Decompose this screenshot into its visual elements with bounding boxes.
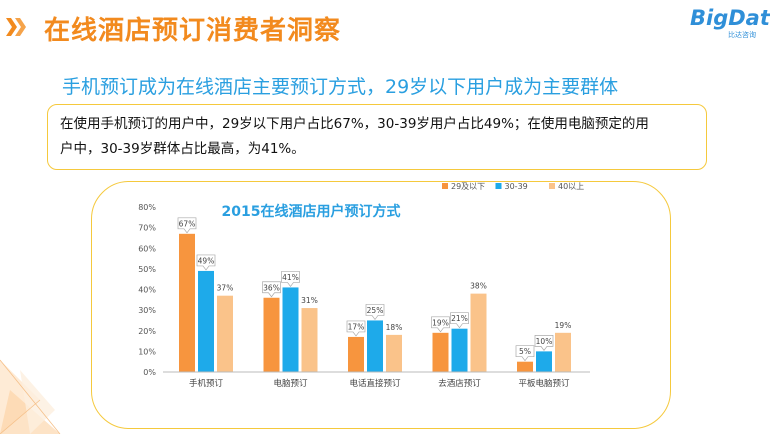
bar — [386, 334, 402, 372]
data-callout — [177, 217, 197, 234]
bar — [282, 287, 299, 372]
bar — [517, 361, 533, 372]
y-tick-label: 50% — [138, 265, 156, 274]
data-label: 19% — [432, 318, 449, 327]
legend-swatch — [549, 183, 555, 189]
legend-label: 29及以下 — [451, 182, 485, 191]
y-tick-label: 10% — [138, 347, 156, 356]
bar — [198, 270, 214, 372]
data-label: 19% — [555, 321, 572, 330]
summary-line-2: 户中，30-39岁群体占比最高，为41%。 — [60, 141, 305, 157]
legend-label: 40以上 — [558, 182, 584, 191]
y-axis: 0% 10% 20% 30% 40% 50% 60% 70% 80% — [138, 203, 156, 377]
x-tick-label: 电脑预订 — [273, 378, 308, 389]
y-tick-label: 30% — [138, 306, 156, 315]
data-label: 21% — [451, 314, 468, 323]
x-tick-label: 去酒店预订 — [438, 378, 481, 389]
summary-line-1: 在使用手机预订的用户中，29岁以下用户占比67%，30-39岁用户占比49%；在… — [60, 116, 649, 132]
y-tick-label: 40% — [138, 286, 156, 295]
bar — [451, 328, 468, 372]
legend-swatch — [442, 183, 448, 189]
y-tick-label: 20% — [138, 327, 156, 336]
bar — [263, 297, 280, 372]
page-title: 在线酒店预订消费者洞察 — [44, 16, 342, 46]
data-callout — [262, 281, 281, 298]
data-callout — [515, 345, 535, 362]
x-tick-label: 平板电脑预订 — [518, 378, 570, 389]
bar — [301, 308, 318, 372]
chart-legend: 29及以下 30-39 40以上 — [442, 182, 584, 191]
bars: 67%49%37% 36%41%31%17%25%18%19% 21%38%5%10… — [177, 217, 572, 372]
data-callout — [365, 304, 385, 321]
data-callout — [534, 335, 554, 351]
y-tick-label: 0% — [143, 368, 156, 377]
data-label: 37% — [217, 284, 234, 293]
data-callout — [281, 271, 300, 288]
data-label: 18% — [386, 323, 403, 332]
bar — [432, 332, 449, 372]
bar — [367, 320, 383, 372]
bar — [179, 233, 195, 372]
bar — [217, 295, 233, 372]
x-axis: 手机预订 电脑预订 电话直接预订 去酒店预订 平板电脑预订 — [163, 371, 590, 389]
bar — [555, 332, 571, 372]
y-tick-label: 70% — [138, 224, 156, 233]
legend-swatch — [495, 183, 502, 189]
y-tick-label: 80% — [138, 203, 156, 212]
logo-text: BigData — [690, 6, 770, 30]
logo-subtext: 比达咨询 — [728, 31, 756, 39]
data-label: 38% — [470, 282, 487, 291]
y-tick-label: 60% — [138, 244, 156, 253]
data-label: 41% — [282, 273, 299, 282]
data-callout — [431, 316, 450, 333]
x-tick-label: 手机预订 — [189, 378, 224, 389]
chart-title: 2015在线酒店用户预订方式 — [222, 203, 401, 220]
summary-box: 在使用手机预订的用户中，29岁以下用户占比67%，30-39岁用户占比49%；在… — [47, 104, 707, 170]
data-label: 17% — [348, 322, 365, 331]
data-callout — [196, 254, 216, 271]
bigdata-logo: BigData 比达咨询 — [690, 6, 770, 42]
data-label: 5% — [519, 347, 531, 356]
data-label: 25% — [367, 306, 384, 315]
bar — [536, 351, 552, 372]
data-callout — [346, 320, 366, 337]
data-label: 36% — [263, 283, 280, 292]
bar — [348, 336, 364, 372]
data-label: 10% — [536, 337, 553, 346]
bar — [470, 293, 487, 372]
page-subtitle: 手机预订成为在线酒店主要预订方式，29岁以下用户成为主要群体 — [62, 76, 619, 98]
data-label: 67% — [179, 219, 196, 228]
x-tick-label: 电话直接预订 — [349, 378, 401, 389]
legend-label: 30-39 — [505, 182, 528, 191]
chevron-arrows-icon — [6, 18, 26, 36]
decorative-polygons — [0, 359, 61, 434]
data-callout — [450, 312, 469, 329]
data-label: 31% — [301, 296, 318, 305]
data-label: 49% — [198, 256, 215, 265]
